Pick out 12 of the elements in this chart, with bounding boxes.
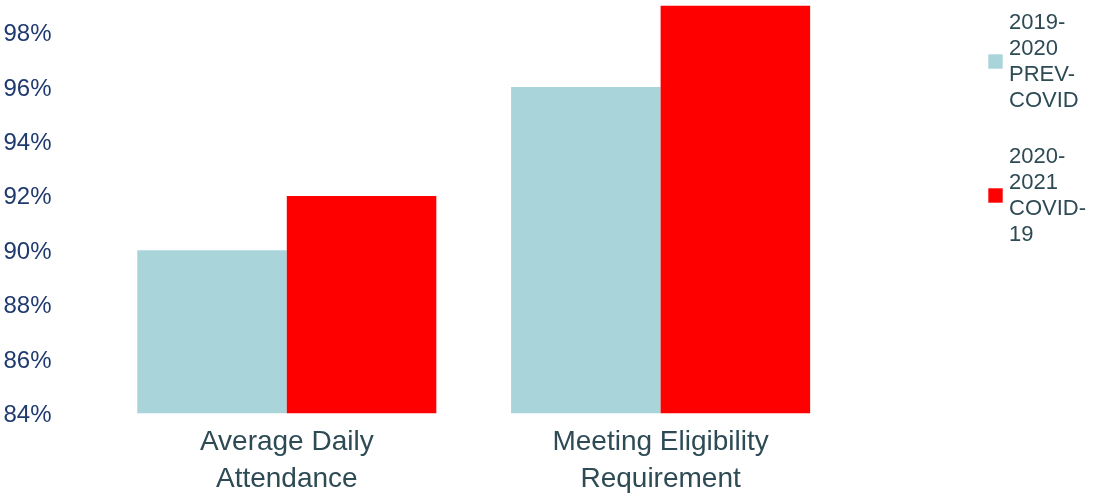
legend-label: 2019-2020 PREV-COVID: [1009, 9, 1079, 113]
y-tick-label: 84%: [3, 400, 52, 427]
y-tick-label: 86%: [3, 345, 52, 373]
y-tick-label: 96%: [3, 73, 52, 101]
legend-label: 2020-2021 COVID-19: [1009, 143, 1086, 247]
x-tick-label: Average Daily Attendance: [199, 424, 374, 493]
y-tick-label: 98%: [3, 19, 52, 47]
y-tick-label: 92%: [3, 182, 52, 210]
y-tick-label: 94%: [3, 128, 52, 155]
y-tick-label: 88%: [3, 291, 52, 319]
y-tick-label: 90%: [3, 236, 52, 264]
x-tick-label: Meeting Eligibility Requirement: [552, 424, 769, 493]
